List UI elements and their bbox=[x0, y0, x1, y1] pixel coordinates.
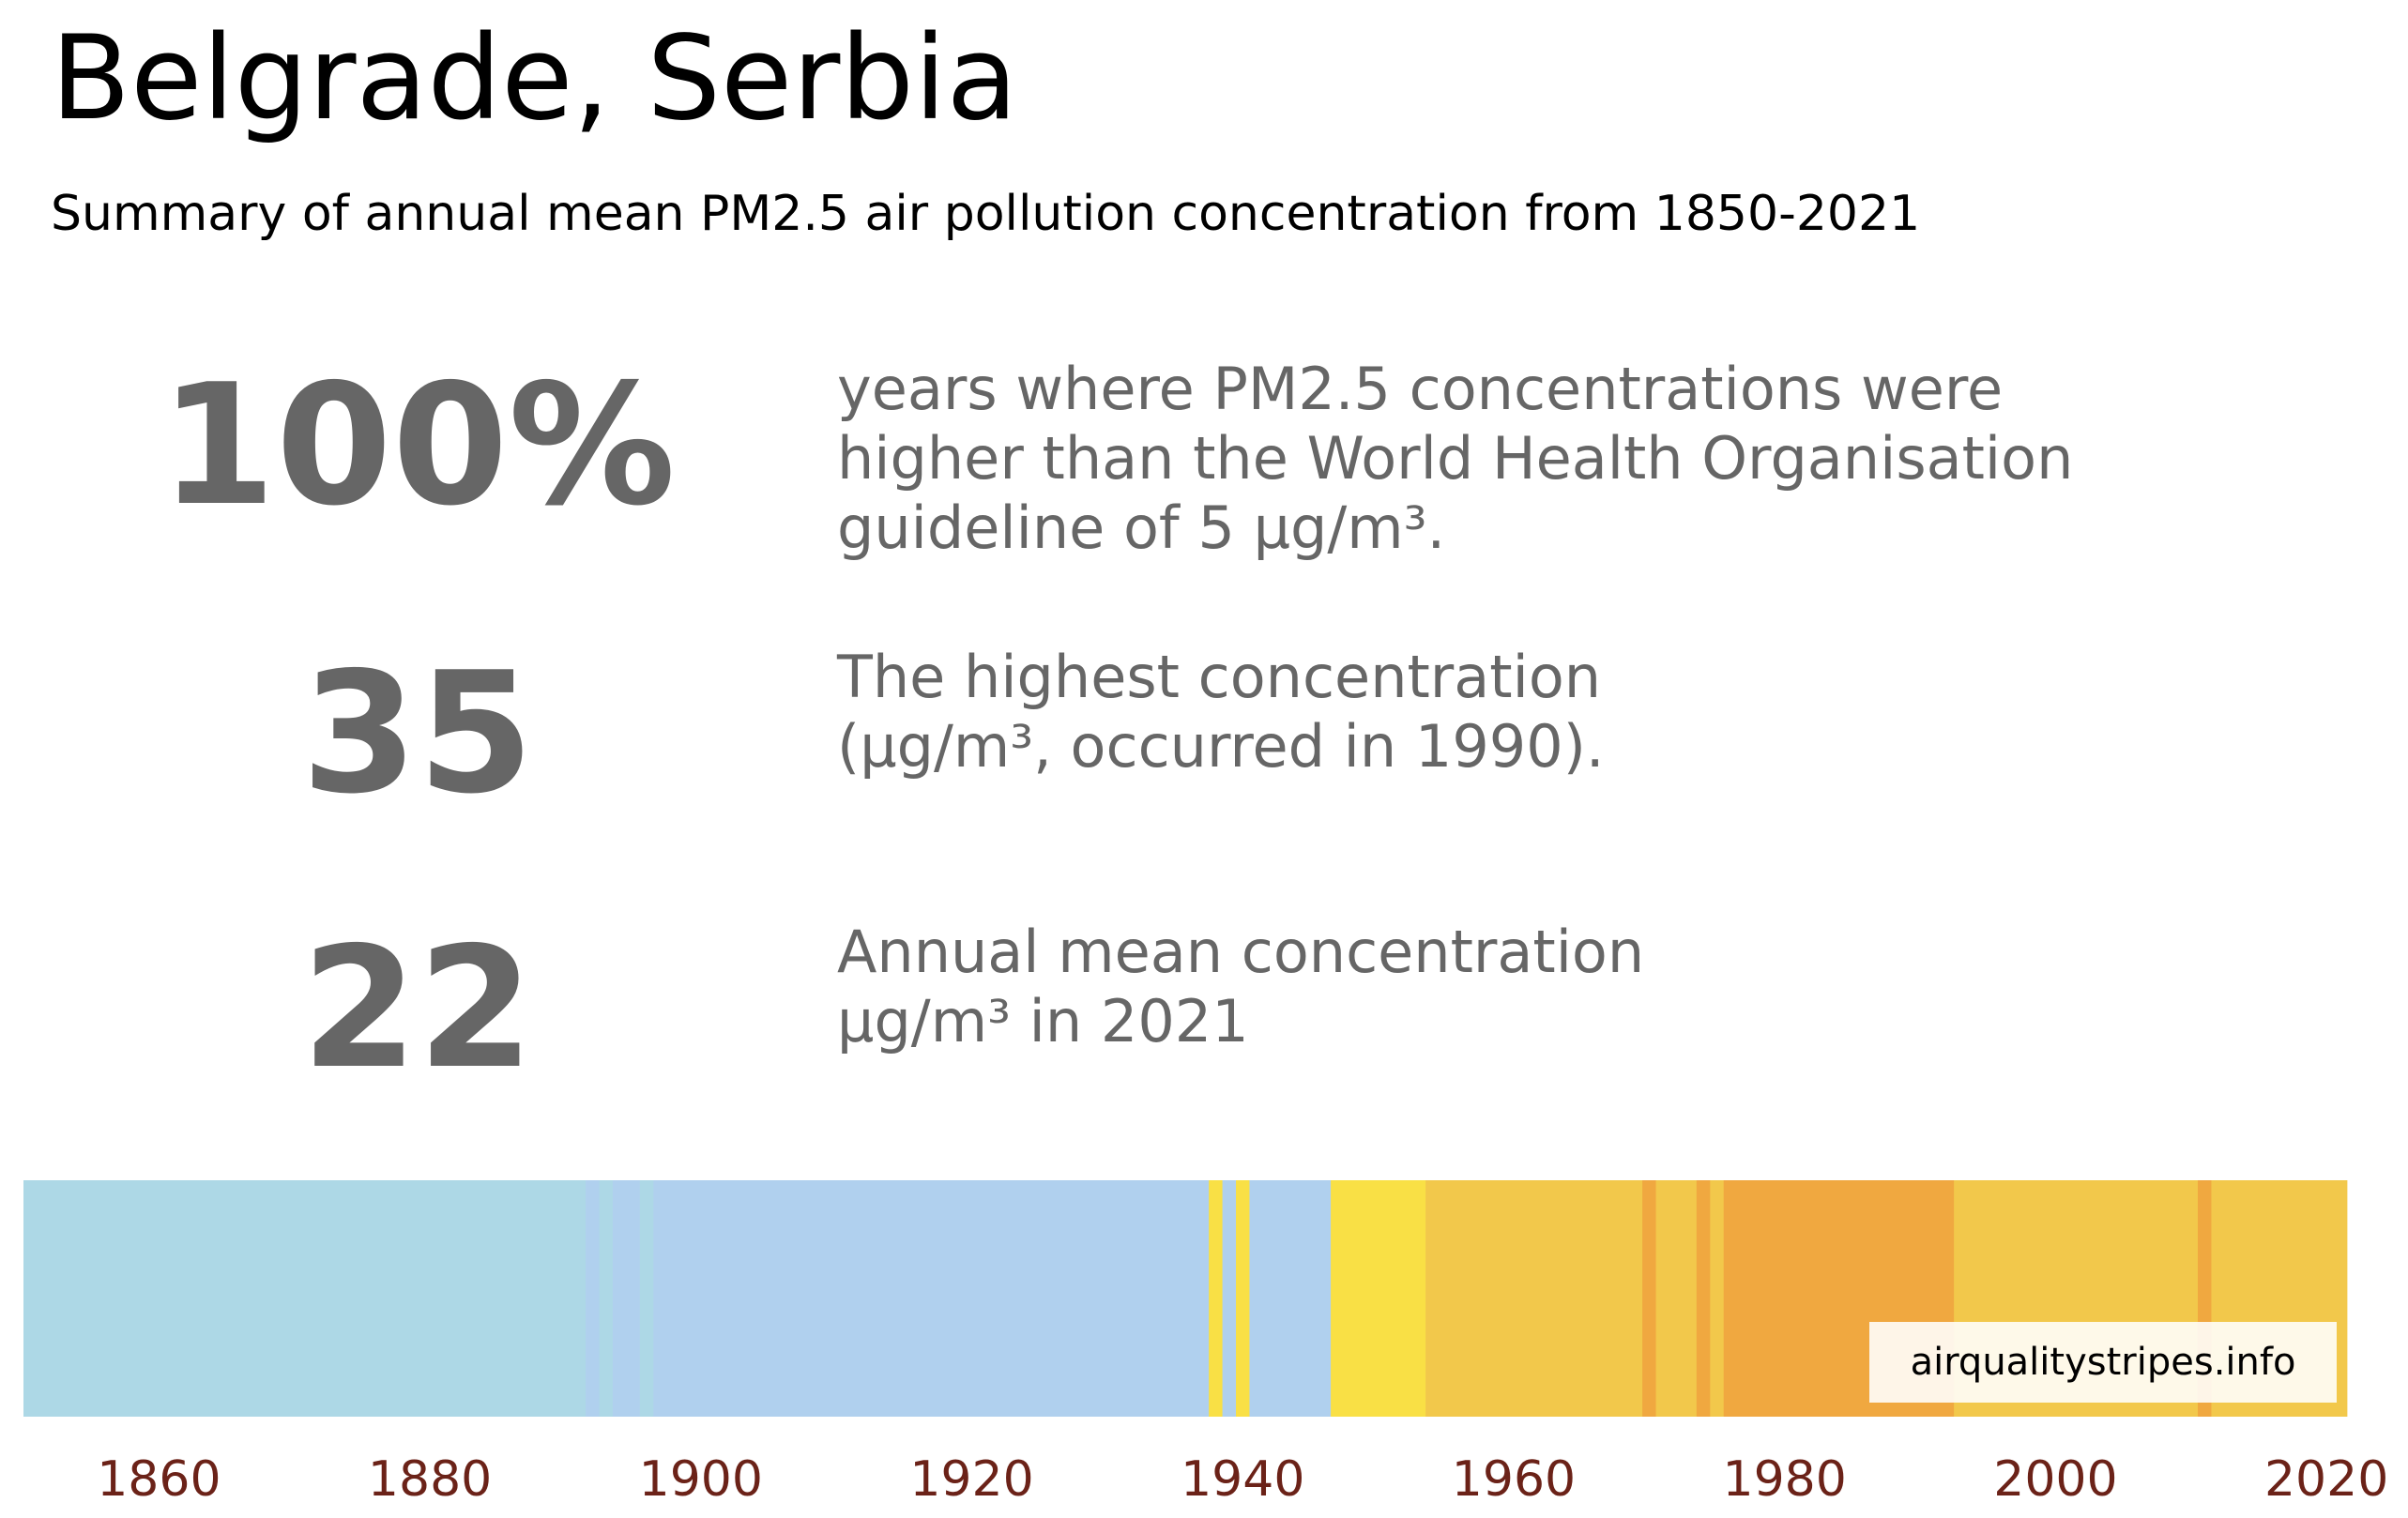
stripe-segment bbox=[1710, 1180, 1725, 1417]
stripe-segment bbox=[1655, 1180, 1698, 1417]
stat-description: Annual mean concentration µg/m³ in 2021 bbox=[837, 918, 1644, 1056]
stripe-segment bbox=[1236, 1180, 1251, 1417]
x-tick-label: 1880 bbox=[368, 1451, 492, 1508]
x-tick-label: 1900 bbox=[639, 1451, 763, 1508]
stat-value: 35 bbox=[301, 636, 534, 830]
stripe-segment bbox=[1209, 1180, 1224, 1417]
stripe-segment bbox=[653, 1180, 1210, 1417]
stripe-segment bbox=[1642, 1180, 1657, 1417]
stat-description-line: years where PM2.5 concentrations were bbox=[837, 355, 2004, 423]
x-tick-label: 2020 bbox=[2264, 1451, 2388, 1508]
x-tick-label: 2000 bbox=[1993, 1451, 2117, 1508]
stat-description-line: (µg/m³, occurred in 1990). bbox=[837, 712, 1605, 781]
stripe-segment bbox=[1222, 1180, 1237, 1417]
x-tick-label: 1920 bbox=[909, 1451, 1033, 1508]
page-subtitle: Summary of annual mean PM2.5 air polluti… bbox=[51, 186, 1921, 242]
x-tick-label: 1860 bbox=[97, 1451, 221, 1508]
stat-description: years where PM2.5 concentrations were hi… bbox=[837, 355, 2073, 563]
stat-description-line: higher than the World Health Organisatio… bbox=[837, 424, 2074, 493]
stat-description-line: The highest concentration bbox=[837, 643, 1602, 711]
stripe-segment bbox=[599, 1180, 614, 1417]
watermark: airqualitystripes.info bbox=[1869, 1322, 2337, 1403]
stat-description-line: Annual mean concentration bbox=[837, 918, 1645, 986]
x-tick-label: 1980 bbox=[1723, 1451, 1847, 1508]
stripe-segment bbox=[1249, 1180, 1332, 1417]
stripe-segment bbox=[639, 1180, 654, 1417]
x-tick-label: 1960 bbox=[1452, 1451, 1576, 1508]
page-title: Belgrade, Serbia bbox=[51, 11, 1018, 146]
stat-description: The highest concentration (µg/m³, occurr… bbox=[837, 643, 1605, 782]
stripe-segment bbox=[612, 1180, 641, 1417]
x-tick-label: 1940 bbox=[1181, 1451, 1304, 1508]
stripe-segment bbox=[1696, 1180, 1711, 1417]
stat-description-line: guideline of 5 µg/m³. bbox=[837, 493, 1446, 562]
stripe-segment bbox=[586, 1180, 601, 1417]
stripe-segment bbox=[1331, 1180, 1426, 1417]
stripe-segment bbox=[1425, 1180, 1643, 1417]
x-axis-ticks: 1860 1880 1900 1920 1940 1960 1980 2000 2020 bbox=[97, 1451, 2388, 1508]
stripe-segment bbox=[23, 1180, 587, 1417]
stat-value: 22 bbox=[301, 911, 534, 1105]
stat-value: 100% bbox=[160, 348, 676, 542]
stat-description-line: µg/m³ in 2021 bbox=[837, 987, 1249, 1055]
